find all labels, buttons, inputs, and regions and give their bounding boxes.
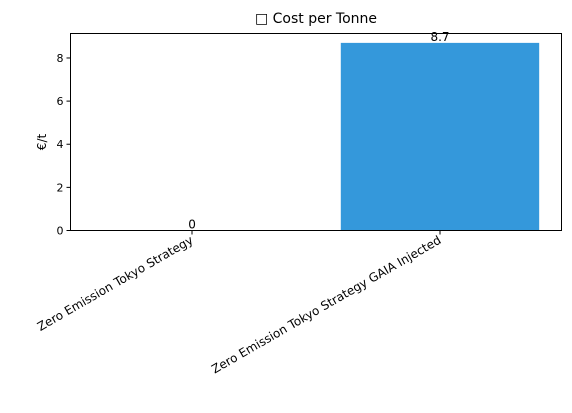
y-tick-label-4: 6 [57, 95, 64, 108]
bar-2 [340, 42, 540, 231]
chart-title: □ Cost per Tonne [255, 11, 377, 27]
y-axis-label: €/t [35, 134, 49, 151]
plot-frame [70, 33, 562, 231]
y-ticks: 0 2 4 6 8 [57, 52, 71, 238]
y-tick-label-1: 0 [57, 225, 64, 238]
bar-value-label-1: 0 [188, 218, 196, 232]
y-tick-label-5: 8 [57, 52, 64, 65]
y-tick-label-2: 2 [57, 181, 64, 194]
x-tick-label-2: Zero Emission Tokyo Strategy GAIA Inject… [209, 233, 443, 376]
bars-layer [340, 42, 540, 231]
y-tick-label-3: 4 [57, 138, 64, 151]
x-tick-label-1: Zero Emission Tokyo Strategy [35, 233, 196, 334]
x-ticks: Zero Emission Tokyo Strategy Zero Emissio… [35, 230, 443, 376]
bar-value-label-2: 8.7 [430, 30, 449, 44]
